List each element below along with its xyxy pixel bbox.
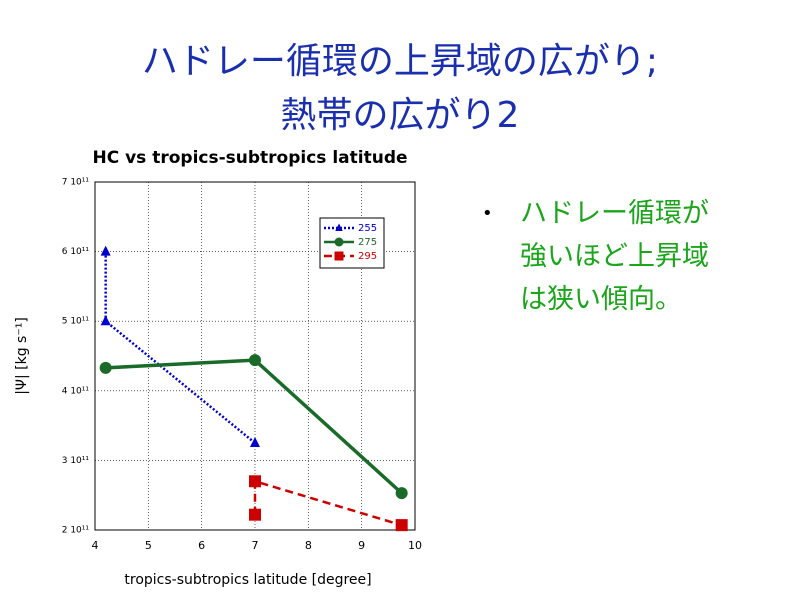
legend-label: 275 [358, 237, 377, 248]
series-line [104, 251, 256, 444]
marker [250, 437, 260, 447]
marker [249, 354, 261, 367]
chart-title: HC vs tropics-subtropics latitude [92, 148, 407, 168]
bullet-text: ハドレー循環が強いほど上昇域は狭い傾向。 [520, 198, 709, 315]
series-line [253, 479, 403, 527]
y-axis-label: |Ψ| [kg s⁻¹] [14, 317, 30, 395]
slide-title: 熱帯の広がり2 [280, 95, 520, 136]
x-tick-label: 10 [408, 539, 422, 552]
y-tick-label: 5 10¹¹ [62, 317, 90, 327]
y-tick-label: 3 10¹¹ [62, 456, 90, 466]
marker [395, 519, 408, 532]
marker [395, 487, 408, 500]
marker [100, 315, 111, 326]
marker [334, 237, 344, 247]
marker [100, 245, 111, 256]
y-tick-label: 4 10¹¹ [62, 386, 90, 396]
y-tick-label: 6 10¹¹ [62, 247, 90, 257]
x-tick-label: 9 [358, 539, 365, 552]
marker [99, 361, 112, 374]
series-line [105, 358, 403, 495]
x-axis-label: tropics-subtropics latitude [degree] [124, 572, 371, 588]
plot-frame [94, 181, 416, 531]
y-tick-label: 7 10¹¹ [62, 178, 90, 188]
marker [334, 251, 344, 261]
bullet: • ハドレー循環が強いほど上昇域は狭い傾向。 [482, 192, 730, 321]
legend-label: 255 [358, 223, 377, 234]
x-tick-label: 6 [198, 539, 205, 552]
marker [335, 223, 343, 231]
x-tick-label: 8 [305, 539, 312, 552]
slide-title: ハドレー循環の上昇域の広がり; [141, 41, 659, 82]
legend-label: 295 [358, 251, 377, 262]
y-tick-label: 2 10¹¹ [62, 526, 90, 536]
marker [249, 475, 261, 488]
marker [249, 508, 261, 521]
x-tick-label: 7 [252, 539, 259, 552]
x-tick-label: 4 [92, 539, 99, 552]
x-tick-label: 5 [145, 539, 152, 552]
